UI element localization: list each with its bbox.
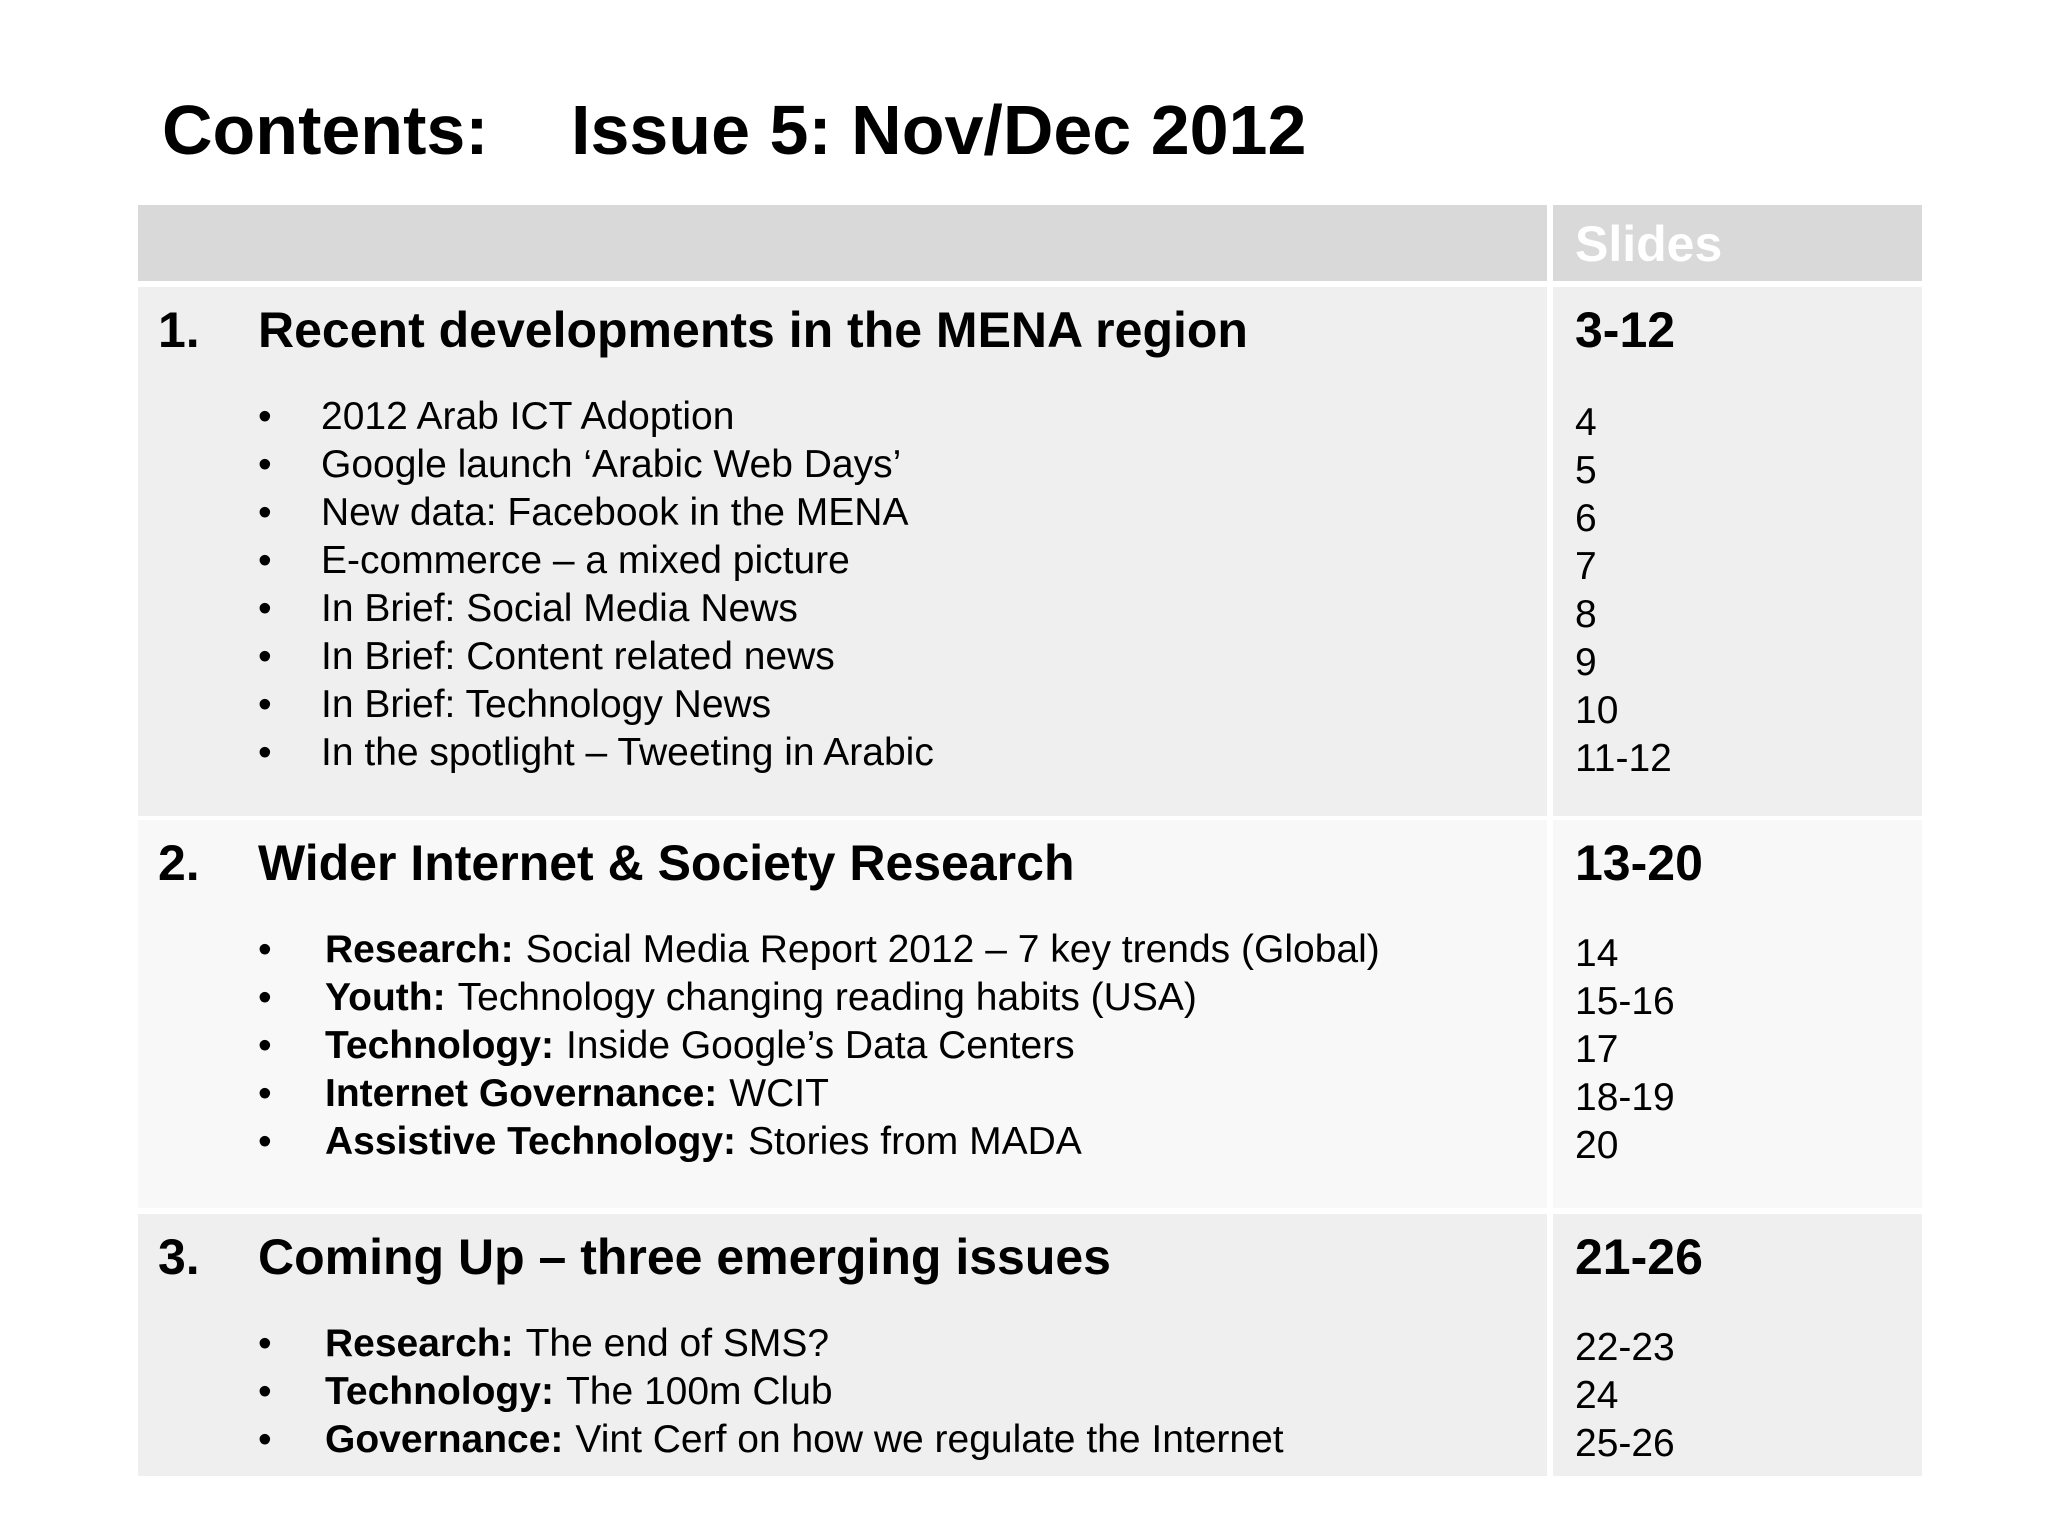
section-title: Wider Internet & Society Research	[258, 835, 1075, 891]
item-text: In Brief: Technology News	[321, 683, 772, 726]
item-text: WCIT	[729, 1072, 829, 1115]
section-cell	[138, 820, 1547, 1208]
item-text: Social Media Report 2012 – 7 key trends …	[525, 928, 1380, 971]
slides-header: Slides	[1553, 205, 1922, 281]
item-text: In Brief: Social Media News	[321, 587, 798, 630]
section-title: Coming Up – three emerging issues	[258, 1229, 1111, 1285]
item-slides: 20	[1575, 1124, 1619, 1167]
header-cell	[138, 205, 1547, 281]
bullet: •	[258, 1120, 272, 1163]
item-text: The end of SMS?	[525, 1322, 830, 1365]
item-label: Governance:	[325, 1418, 564, 1461]
item: In the spotlight – Tweeting in Arabic	[321, 731, 934, 775]
item: New data: Facebook in the MENA	[321, 491, 908, 535]
item: Governance: Vint Cerf on how we regulate …	[325, 1418, 1284, 1462]
bullet: •	[258, 1024, 272, 1067]
section-number: 1.	[158, 302, 200, 358]
item-slides: 6	[1575, 497, 1597, 540]
bullet: •	[258, 731, 272, 774]
item-text: New data: Facebook in the MENA	[321, 491, 909, 534]
item: Research: Social Media Report 2012 – 7 ke…	[325, 928, 1380, 972]
bullet: •	[258, 635, 272, 678]
section-slides: 13-20	[1575, 835, 1703, 891]
contents-title: Contents:	[162, 91, 489, 169]
item-slides: 22-23	[1575, 1326, 1675, 1369]
bullet: •	[258, 587, 272, 630]
item-label: Assistive Technology:	[325, 1120, 737, 1163]
section-number: 2.	[158, 835, 200, 891]
bullet: •	[258, 1418, 272, 1461]
section-slides: 3-12	[1575, 302, 1676, 358]
item: E-commerce – a mixed picture	[321, 539, 850, 583]
item-slides: 4	[1575, 401, 1597, 444]
item-slides: 18-19	[1575, 1076, 1675, 1119]
item: Research: The end of SMS?	[325, 1322, 829, 1366]
item-text: Google launch ‘Arabic Web Days’	[321, 443, 902, 486]
item-text: Vint Cerf on how we regulate the Interne…	[575, 1418, 1284, 1461]
bullet: •	[258, 683, 272, 726]
item-label: Technology:	[325, 1024, 554, 1067]
slides-cell	[1553, 1214, 1922, 1476]
item: Assistive Technology: Stories from MADA	[325, 1120, 1082, 1164]
bullet: •	[258, 976, 272, 1019]
item: Internet Governance: WCIT	[325, 1072, 829, 1116]
item: In Brief: Technology News	[321, 683, 771, 727]
section-title: Recent developments in the MENA region	[258, 302, 1248, 358]
item: In Brief: Social Media News	[321, 587, 798, 631]
item-text: E-commerce – a mixed picture	[321, 539, 850, 582]
item-text: The 100m Club	[565, 1370, 833, 1413]
bullet: •	[258, 1370, 272, 1413]
section-cell	[138, 287, 1547, 816]
section-number: 3.	[158, 1229, 200, 1285]
slides-cell	[1553, 820, 1922, 1208]
item-slides: 17	[1575, 1028, 1619, 1071]
issue-title: Issue 5: Nov/Dec 2012	[571, 91, 1307, 169]
item-slides: 9	[1575, 641, 1597, 684]
item-slides: 25-26	[1575, 1422, 1675, 1465]
item-label: Research:	[325, 1322, 514, 1365]
item-slides: 14	[1575, 932, 1619, 975]
item-slides: 15-16	[1575, 980, 1675, 1023]
section-slides: 21-26	[1575, 1229, 1703, 1285]
slides-cell	[1553, 287, 1922, 816]
item-text: 2012 Arab ICT Adoption	[321, 395, 735, 438]
section-cell	[138, 1214, 1547, 1476]
item-label: Research:	[325, 928, 514, 971]
item-text: Inside Google’s Data Centers	[565, 1024, 1075, 1067]
item-slides: 5	[1575, 449, 1597, 492]
item-slides: 10	[1575, 689, 1619, 732]
item-slides: 11-12	[1575, 737, 1672, 780]
bullet: •	[258, 1322, 272, 1365]
item: 2012 Arab ICT Adoption	[321, 395, 734, 439]
bullet: •	[258, 928, 272, 971]
bullet: •	[258, 539, 272, 582]
item-slides: 24	[1575, 1374, 1619, 1417]
item: Technology: Inside Google’s Data Centers	[325, 1024, 1075, 1068]
bullet: •	[258, 491, 272, 534]
bullet: •	[258, 1072, 272, 1115]
item-label: Internet Governance:	[325, 1072, 718, 1115]
item-text: In the spotlight – Tweeting in Arabic	[321, 731, 934, 774]
item-text: In Brief: Content related news	[321, 635, 835, 678]
bullet: •	[258, 443, 272, 486]
item-label: Youth:	[325, 976, 446, 1019]
item: In Brief: Content related news	[321, 635, 835, 679]
item-slides: 8	[1575, 593, 1597, 636]
item: Technology: The 100m Club	[325, 1370, 833, 1414]
item-text: Technology changing reading habits (USA)	[457, 976, 1197, 1019]
item: Google launch ‘Arabic Web Days’	[321, 443, 901, 487]
item-slides: 7	[1575, 545, 1597, 588]
item-text: Stories from MADA	[748, 1120, 1082, 1163]
item-label: Technology:	[325, 1370, 554, 1413]
item: Youth: Technology changing reading habits…	[325, 976, 1197, 1020]
bullet: •	[258, 395, 272, 438]
